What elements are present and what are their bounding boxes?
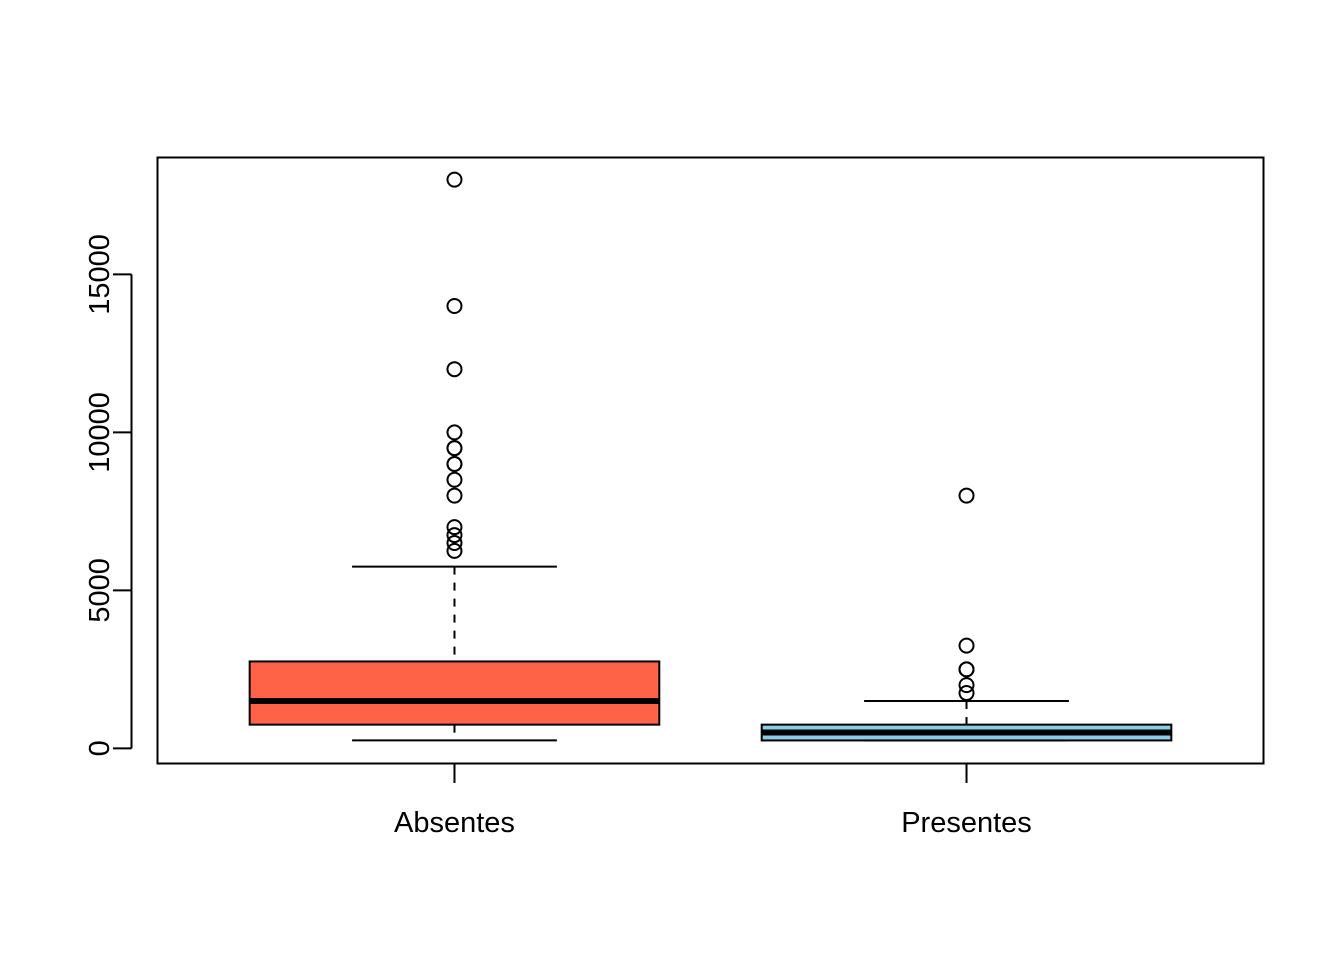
outlier-point	[446, 455, 463, 472]
x-tick-label: Absentes	[394, 807, 515, 839]
outlier-point	[446, 487, 463, 504]
outlier-point	[958, 487, 975, 504]
outlier-point	[446, 297, 463, 314]
outlier-point	[446, 440, 463, 457]
outlier-point	[446, 361, 463, 378]
x-axis: Absentes Presentes	[394, 763, 1032, 839]
outlier-point	[446, 542, 463, 559]
y-tick-label: 15000	[84, 234, 116, 315]
outlier-point	[446, 527, 463, 544]
outlier-point	[958, 677, 975, 694]
outlier-point	[446, 471, 463, 488]
boxes-layer	[248, 171, 1173, 742]
outlier-point	[958, 637, 975, 654]
box-group-presentes	[760, 487, 1173, 742]
box-iqr	[248, 660, 661, 726]
y-tick-label: 10000	[84, 392, 116, 473]
outlier-point	[446, 171, 463, 188]
y-axis: 0 5000 10000 15000	[84, 234, 133, 756]
plot-frame	[156, 156, 1265, 765]
box-group-absentes	[248, 171, 661, 742]
outlier-point	[958, 661, 975, 678]
outlier-point	[446, 424, 463, 441]
outlier-point	[446, 534, 463, 551]
y-tick-label: 0	[84, 740, 116, 756]
x-tick-label: Presentes	[901, 807, 1032, 839]
outlier-point	[958, 685, 975, 702]
y-tick-label: 5000	[84, 558, 116, 623]
outlier-point	[446, 519, 463, 536]
